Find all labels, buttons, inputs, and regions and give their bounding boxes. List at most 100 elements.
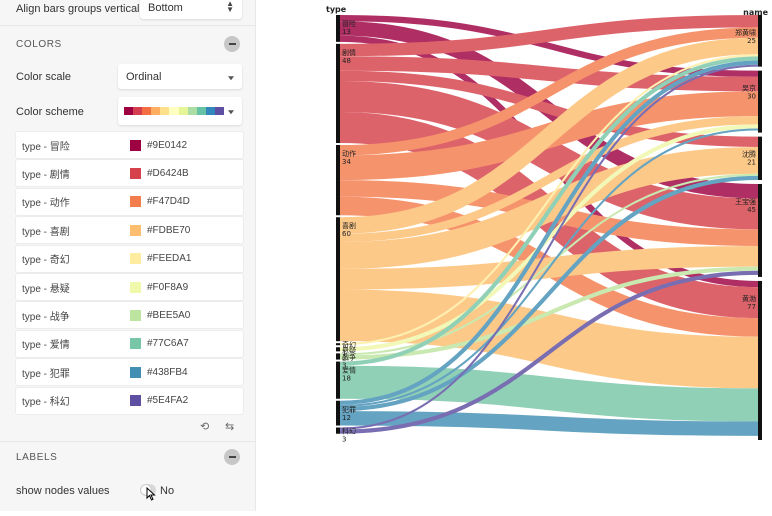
color-scale-select[interactable]: Ordinal xyxy=(118,64,242,89)
align-select-value: Bottom xyxy=(148,2,183,14)
color-scheme-label: Color scheme xyxy=(16,106,84,118)
scheme-swatch xyxy=(142,107,152,115)
color-scale-label: Color scale xyxy=(16,71,72,83)
node-label: 奇幻 xyxy=(342,340,356,349)
color-item[interactable]: type - 悬疑 #F0F8A9 xyxy=(16,274,243,300)
sankey-link[interactable] xyxy=(339,116,759,243)
sankey-link[interactable] xyxy=(339,64,759,430)
sankey-link[interactable] xyxy=(339,60,759,405)
color-item-label: type - 科幻 xyxy=(22,397,70,409)
color-swatch[interactable] xyxy=(130,309,141,321)
color-hex: #77C6A7 xyxy=(147,338,189,350)
color-swatch[interactable] xyxy=(130,366,141,378)
scheme-swatch xyxy=(151,107,161,115)
node-label: 77 xyxy=(747,303,756,311)
color-swatch[interactable] xyxy=(130,281,141,293)
color-item[interactable]: type - 科幻 #5E4FA2 xyxy=(16,387,243,414)
show-values-value: No xyxy=(160,485,175,497)
color-item-label: type - 悬疑 xyxy=(22,283,70,295)
color-scheme-preview xyxy=(124,107,225,115)
color-hex: #438FB4 xyxy=(147,366,188,378)
reset-icon[interactable]: ⟲ xyxy=(200,421,210,433)
sankey-node[interactable] xyxy=(336,361,340,399)
node-label: 1 xyxy=(342,349,346,357)
swap-icon[interactable]: ⇆ xyxy=(225,421,235,433)
sankey-node[interactable] xyxy=(336,145,340,216)
color-hex: #F0F8A9 xyxy=(147,281,189,293)
sankey-node[interactable] xyxy=(758,183,762,277)
color-swatch[interactable] xyxy=(130,139,141,151)
node-label: 30 xyxy=(747,93,756,101)
sankey-node[interactable] xyxy=(336,343,340,346)
color-item[interactable]: type - 战争 #BEE5A0 xyxy=(16,302,243,329)
color-item[interactable]: type - 动作 #F47D4D xyxy=(16,188,243,215)
color-item[interactable]: type - 喜剧 #FDBE70 xyxy=(16,217,243,244)
sankey-node[interactable] xyxy=(758,136,762,180)
collapse-labels-button[interactable] xyxy=(224,449,240,465)
sankey-link[interactable] xyxy=(339,56,759,366)
sankey-node[interactable] xyxy=(336,217,340,342)
sankey-node[interactable] xyxy=(758,70,762,133)
node-label: 2 xyxy=(342,354,346,362)
sankey-link[interactable] xyxy=(339,124,759,352)
color-swatch[interactable] xyxy=(130,338,141,350)
chevron-down-icon xyxy=(228,75,234,80)
color-hex: #5E4FA2 xyxy=(147,395,189,407)
sankey-link[interactable] xyxy=(339,365,759,422)
colors-section-title: COLORS xyxy=(16,39,62,50)
sankey-link[interactable] xyxy=(339,128,759,407)
divider xyxy=(0,25,256,26)
node-label: 18 xyxy=(342,375,351,383)
color-item[interactable]: type - 爱情 #77C6A7 xyxy=(16,330,243,357)
sankey-link[interactable] xyxy=(339,27,759,156)
color-swatch[interactable] xyxy=(130,224,141,236)
color-item-label: type - 剧情 xyxy=(22,169,70,181)
sankey-node[interactable] xyxy=(758,15,762,67)
color-hex: #BEE5A0 xyxy=(147,309,191,321)
nodes: 冒险13剧情48动作34喜剧60奇幻1悬疑2战争3爱情18犯罪12科幻3郑黄啸2… xyxy=(336,15,762,444)
sankey-node[interactable] xyxy=(336,353,340,360)
scheme-swatch xyxy=(214,107,225,115)
sankey-node[interactable] xyxy=(336,15,340,42)
sankey-link[interactable] xyxy=(339,37,759,234)
sankey-node[interactable] xyxy=(336,427,340,434)
color-item-label: type - 奇幻 xyxy=(22,255,70,267)
divider xyxy=(0,441,256,442)
sankey-link[interactable] xyxy=(339,15,759,57)
sankey-link[interactable] xyxy=(339,175,759,412)
collapse-colors-button[interactable] xyxy=(224,36,240,52)
color-item[interactable]: type - 奇幻 #FEEDA1 xyxy=(16,245,243,272)
sankey-link[interactable] xyxy=(339,270,759,434)
sankey-link[interactable] xyxy=(339,411,759,436)
labels-section-title: LABELS xyxy=(16,452,58,463)
color-item[interactable]: type - 犯罪 #438FB4 xyxy=(16,359,243,386)
color-swatch[interactable] xyxy=(130,253,141,265)
sankey-link[interactable] xyxy=(339,173,759,356)
sankey-link[interactable] xyxy=(339,266,759,360)
color-hex: #9E0142 xyxy=(147,139,188,151)
color-hex: #FDBE70 xyxy=(147,224,191,236)
color-swatch[interactable] xyxy=(130,196,141,208)
node-label: 动作 xyxy=(342,149,356,158)
align-row: Align bars groups vertically xyxy=(0,0,256,18)
node-label: 34 xyxy=(342,158,351,166)
color-scheme-select[interactable] xyxy=(118,97,242,125)
sankey-node[interactable] xyxy=(758,280,762,440)
align-select[interactable]: Bottom ▲ ▼ xyxy=(140,0,242,19)
node-label: 13 xyxy=(342,28,351,36)
sankey-node[interactable] xyxy=(336,400,340,426)
color-item[interactable]: type - 冒险 #9E0142 xyxy=(16,132,243,158)
chevron-down-icon xyxy=(228,110,234,115)
color-swatch[interactable] xyxy=(130,395,141,407)
color-item-label: type - 犯罪 xyxy=(22,368,70,380)
sankey-link[interactable] xyxy=(339,289,759,389)
color-scale-value: Ordinal xyxy=(126,70,162,83)
sankey-link[interactable] xyxy=(339,81,759,230)
sankey-link[interactable] xyxy=(339,54,759,346)
color-hex: #D6424B xyxy=(147,167,189,179)
sankey-node[interactable] xyxy=(336,347,340,352)
sankey-node[interactable] xyxy=(336,43,340,144)
node-label: 爱情 xyxy=(342,366,356,375)
color-swatch[interactable] xyxy=(130,167,141,179)
color-item[interactable]: type - 剧情 #D6424B xyxy=(16,160,243,187)
